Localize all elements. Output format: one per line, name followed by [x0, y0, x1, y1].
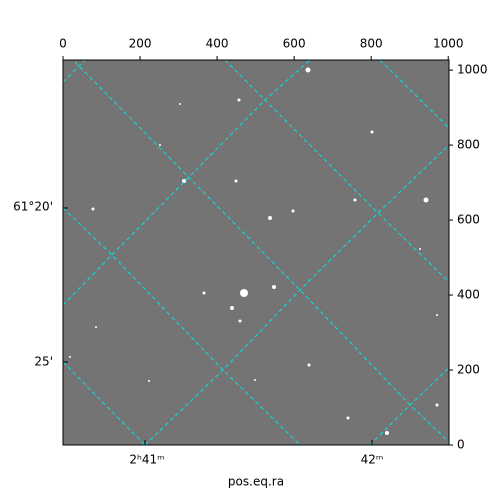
x-tick-label: 1000 — [433, 37, 464, 51]
x-tick-label: 200 — [129, 37, 152, 51]
world-tick-label: 25' — [34, 355, 53, 369]
world-tick-label: 61°20' — [13, 200, 53, 214]
x-tick-label: 400 — [206, 37, 229, 51]
x-tick-label: 600 — [283, 37, 306, 51]
y-tick-label: 600 — [457, 213, 480, 227]
y-tick-label: 1000 — [457, 63, 488, 77]
x-tick-label: 0 — [59, 37, 67, 51]
coordinate-grid — [62, 59, 450, 446]
y-tick-label: 400 — [457, 288, 480, 302]
x-axis-label: pos.eq.ra — [228, 475, 284, 489]
y-tick-label: 200 — [457, 363, 480, 377]
image — [63, 60, 449, 445]
world-tick-label: 2ʰ41ᵐ — [129, 453, 164, 467]
y-tick-label: 0 — [457, 438, 465, 452]
x-tick-label: 800 — [360, 37, 383, 51]
stars — [69, 67, 439, 435]
world-ticks — [63, 207, 373, 445]
y-tick-label: 800 — [457, 138, 480, 152]
world-tick-label: 42ᵐ — [361, 453, 384, 467]
axes-frame — [62, 59, 450, 446]
